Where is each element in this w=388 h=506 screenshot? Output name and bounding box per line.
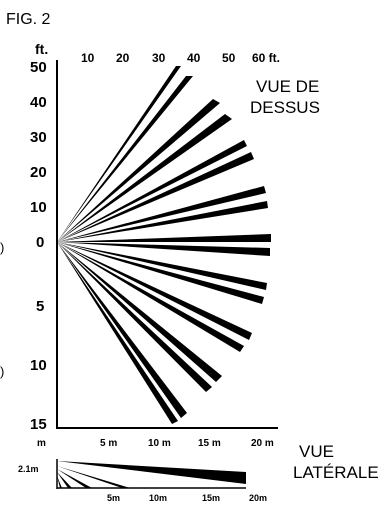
side-beam bbox=[57, 472, 72, 488]
x-ticks-feet: 10 20 30 40 50 60 ft. bbox=[81, 51, 280, 65]
y-tick-label: 15 bbox=[30, 416, 47, 433]
x-tick-label: 20 m bbox=[251, 438, 274, 449]
side-view-caption-line-2: LATÉRALE bbox=[293, 463, 379, 482]
y-tick-label: 50 bbox=[30, 59, 47, 76]
detection-beam bbox=[57, 152, 254, 242]
detection-beam bbox=[57, 242, 252, 340]
detection-beam bbox=[57, 242, 244, 352]
y-ticks-lower: 5 10 15 bbox=[30, 298, 47, 433]
top-view-caption-line-2: DESSUS bbox=[250, 98, 320, 117]
detection-beam bbox=[57, 242, 222, 382]
x-tick-label: 60 ft. bbox=[252, 51, 280, 65]
y-tick-label: 20 bbox=[30, 164, 47, 181]
y-tick-label: 30 bbox=[30, 129, 47, 146]
y-tick-label: 10 bbox=[30, 199, 47, 216]
detection-beam bbox=[57, 201, 268, 242]
y-tick-label: 5 bbox=[36, 298, 44, 315]
detection-beam bbox=[57, 66, 181, 242]
edge-mark: ) bbox=[0, 240, 4, 255]
detection-beam bbox=[57, 242, 187, 418]
detection-beam bbox=[57, 242, 264, 304]
y-tick-label: 40 bbox=[30, 94, 47, 111]
side-x-ticks: 5m 10m 15m 20m bbox=[107, 493, 267, 503]
detection-beam bbox=[57, 242, 267, 290]
side-view: VUE LATÉRALE 2.1m 5m 10m 15m 20m bbox=[18, 442, 379, 503]
detection-beam bbox=[57, 114, 232, 242]
x-tick-label: 40 bbox=[187, 51, 201, 65]
x-ticks-meters: 5 m 10 m 15 m 20 m bbox=[100, 438, 274, 449]
top-view-caption-line-1: VUE DE bbox=[256, 77, 319, 96]
side-tick-label: 10m bbox=[149, 493, 167, 503]
x-tick-label: 10 bbox=[81, 51, 95, 65]
y-ticks-upper: 50 40 30 20 10 bbox=[30, 59, 47, 216]
side-beam bbox=[57, 466, 130, 488]
x-tick-label: 5 m bbox=[100, 438, 117, 449]
x-unit-m: m bbox=[37, 438, 46, 449]
x-tick-label: 10 m bbox=[148, 438, 171, 449]
x-tick-label: 20 bbox=[116, 51, 130, 65]
y-tick-label: 10 bbox=[30, 357, 47, 374]
detection-beam bbox=[57, 186, 266, 242]
side-height-label: 2.1m bbox=[18, 464, 39, 474]
figure-label: FIG. 2 bbox=[6, 11, 51, 28]
x-tick-label: 15 m bbox=[198, 438, 221, 449]
detection-beam bbox=[57, 242, 270, 256]
side-tick-label: 15m bbox=[202, 493, 220, 503]
detection-beam bbox=[57, 242, 178, 424]
top-view: ft. 50 40 30 20 10 0 5 10 15 10 20 30 40… bbox=[0, 41, 320, 449]
detection-beam bbox=[57, 99, 220, 242]
side-beam bbox=[57, 476, 62, 488]
detection-beam bbox=[57, 76, 193, 242]
side-beams bbox=[57, 461, 246, 488]
side-beam bbox=[57, 469, 92, 488]
side-tick-label: 5m bbox=[107, 493, 120, 503]
detection-beam bbox=[57, 242, 212, 392]
y-tick-zero: 0 bbox=[36, 234, 44, 251]
detection-beams bbox=[57, 66, 271, 424]
side-view-caption-line-1: VUE bbox=[299, 442, 334, 461]
edge-mark: ) bbox=[0, 364, 4, 379]
detection-beam bbox=[57, 234, 271, 242]
side-beam bbox=[57, 461, 246, 484]
x-tick-label: 30 bbox=[152, 51, 166, 65]
side-tick-label: 20m bbox=[249, 493, 267, 503]
x-tick-label: 50 bbox=[222, 51, 236, 65]
detection-beam bbox=[57, 140, 247, 242]
y-unit-label: ft. bbox=[35, 41, 48, 57]
